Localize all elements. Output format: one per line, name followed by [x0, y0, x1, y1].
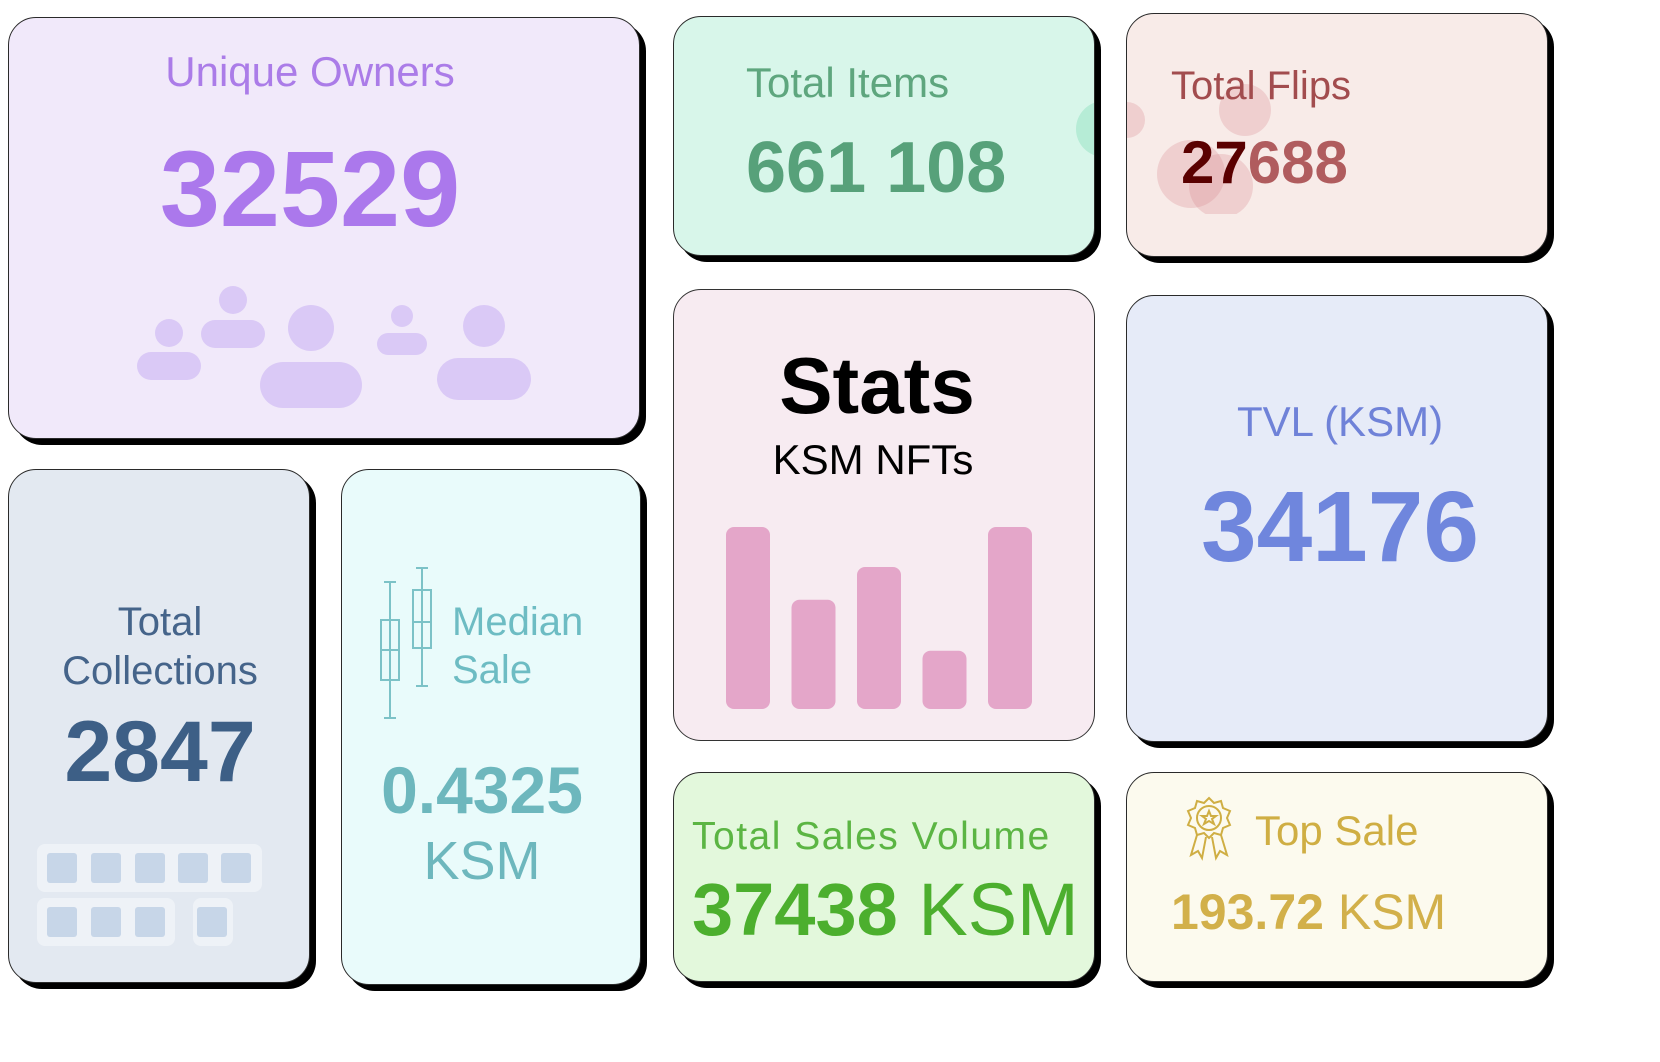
- total-sales-volume-value: 37438 KSM: [692, 867, 1079, 952]
- median-sale-label-line1: Median: [452, 600, 584, 644]
- stats-bar: [922, 650, 967, 709]
- decorative-dot: [1076, 101, 1094, 157]
- stats-bar: [726, 527, 770, 709]
- grid-blocks-icon: [37, 844, 262, 946]
- stats-bar: [791, 599, 836, 709]
- top-sale-label: Top Sale: [1255, 807, 1419, 854]
- stats-card: Stats KSM NFTs: [673, 289, 1095, 741]
- total-collections-label-line1: Total: [117, 600, 203, 644]
- total-flips-value-rest: 688: [1247, 129, 1348, 196]
- total-items-card: Total Items 661 108: [673, 16, 1095, 256]
- total-sales-volume-label: Total Sales Volume: [692, 815, 1051, 858]
- total-sales-volume-unit: KSM: [918, 868, 1079, 951]
- bar-chart-icon: [726, 527, 1032, 709]
- median-sale-label-line2: Sale: [452, 648, 533, 692]
- tvl-value: 34176: [1200, 471, 1480, 583]
- tvl-label: TVL (KSM): [1236, 398, 1444, 445]
- total-collections-value: 2847: [64, 704, 256, 800]
- total-items-label: Total Items: [746, 59, 950, 106]
- total-collections-label-line2: Collections: [62, 649, 258, 693]
- top-sale-number: 193.72: [1171, 884, 1324, 940]
- total-sales-volume-number: 37438: [692, 868, 898, 951]
- total-flips-label: Total Flips: [1171, 64, 1352, 108]
- stats-title: Stats: [779, 341, 975, 430]
- total-flips-value-dark: 27: [1181, 129, 1248, 196]
- top-sale-value: 193.72 KSM: [1171, 883, 1446, 941]
- unique-owners-label: Unique Owners: [165, 48, 455, 95]
- total-sales-volume-card: Total Sales Volume 37438 KSM: [673, 772, 1095, 982]
- median-sale-card: Median Sale 0.4325 KSM: [341, 469, 641, 985]
- candlestick-icon: [380, 567, 432, 719]
- median-sale-unit: KSM: [423, 831, 541, 891]
- decorative-circles: [1127, 84, 1271, 214]
- total-collections-card: Total Collections 2847: [8, 469, 310, 983]
- top-sale-unit: KSM: [1337, 884, 1447, 940]
- stats-bar: [988, 527, 1032, 709]
- top-sale-card: Top Sale 193.72 KSM: [1126, 772, 1548, 982]
- median-sale-label: Median Sale: [452, 598, 583, 694]
- award-badge-icon: [1186, 796, 1232, 861]
- total-flips-value: 27688: [1181, 128, 1348, 197]
- total-collections-label: Total Collections: [9, 598, 309, 696]
- unique-owners-card: Unique Owners 32529: [8, 17, 640, 439]
- total-items-value: 661 108: [746, 128, 1007, 208]
- total-flips-card: Total Flips 27688: [1126, 13, 1548, 257]
- unique-owners-value: 32529: [159, 128, 461, 249]
- tvl-card: TVL (KSM) 34176: [1126, 295, 1548, 742]
- people-group-icon: [137, 286, 531, 408]
- median-sale-value: 0.4325: [381, 753, 583, 827]
- stats-subtitle: KSM NFTs: [772, 436, 974, 483]
- stats-bar: [857, 567, 901, 709]
